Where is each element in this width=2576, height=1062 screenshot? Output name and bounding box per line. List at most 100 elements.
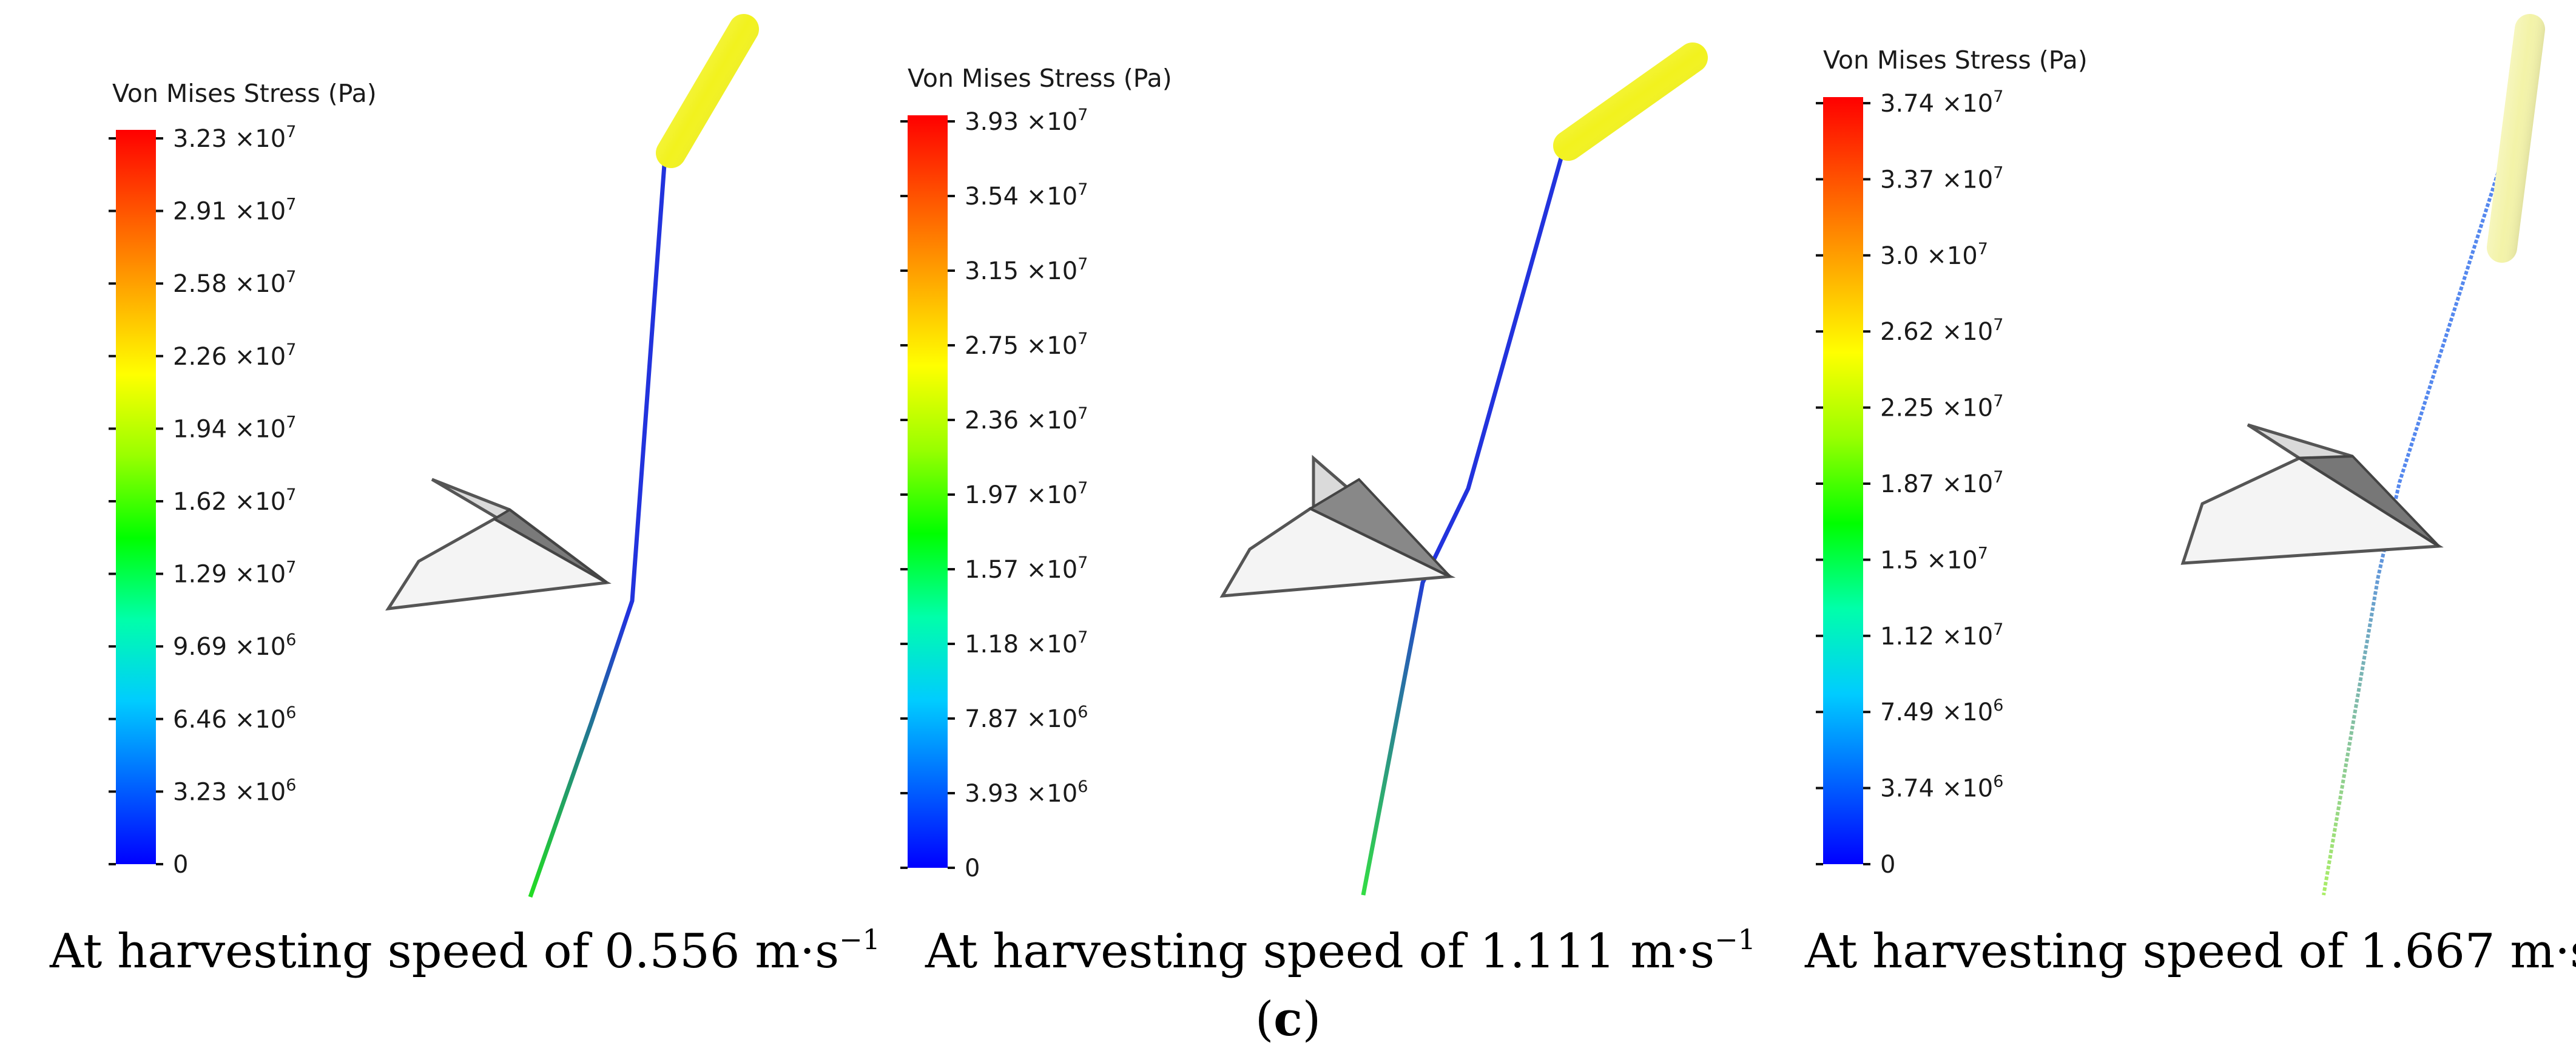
tick-exponent: 7 bbox=[286, 123, 296, 141]
tick-mantissa: 3.23 ×10 bbox=[173, 778, 286, 806]
tick-exponent: 7 bbox=[1993, 87, 2003, 106]
tick-mantissa: 1.12 ×10 bbox=[1880, 623, 1993, 651]
colorbar-tick-label: 1.87 ×107 bbox=[1880, 468, 2003, 498]
colorbar-tick-label: 1.5 ×107 bbox=[1880, 544, 1988, 574]
colorbar-tick-label: 2.26 ×107 bbox=[173, 340, 296, 371]
tick-exponent: 6 bbox=[1077, 777, 1088, 796]
tick-exponent: 7 bbox=[286, 558, 296, 577]
colorbar-tick-label: 3.54 ×107 bbox=[965, 180, 1088, 211]
tick-exponent: 6 bbox=[286, 631, 296, 649]
tick-exponent: 6 bbox=[1993, 773, 2003, 791]
tick-mantissa: 2.75 ×10 bbox=[965, 332, 1077, 360]
colorbar-tick-label: 0 bbox=[173, 851, 188, 879]
tick-mantissa: 3.74 ×10 bbox=[1880, 775, 1993, 803]
tick-exponent: 7 bbox=[1077, 330, 1088, 348]
tick-mantissa: 6.46 ×10 bbox=[173, 706, 286, 734]
tick-exponent: 6 bbox=[1993, 696, 2003, 715]
colorbar-tick-label: 3.74 ×107 bbox=[1880, 87, 2003, 118]
legend-title: Von Mises Stress (Pa) bbox=[1823, 46, 2088, 75]
tick-exponent: 7 bbox=[286, 195, 296, 214]
blade-shadow-face bbox=[2295, 455, 2440, 547]
colorbar-tick-label: 2.25 ×107 bbox=[1880, 392, 2003, 422]
tick-mantissa: 1.18 ×10 bbox=[965, 631, 1077, 658]
tick-mantissa: 7.49 ×10 bbox=[1880, 698, 1993, 726]
tick-mantissa: 3.15 ×10 bbox=[965, 257, 1077, 285]
tick-exponent: 7 bbox=[1978, 544, 1988, 563]
tick-mantissa: 3.93 ×10 bbox=[965, 108, 1077, 136]
panel-2-caption: At harvesting speed of 1.111 m·s−1 bbox=[925, 923, 1756, 979]
plant-stem bbox=[528, 156, 667, 898]
tick-mantissa: 2.36 ×10 bbox=[965, 407, 1077, 435]
tick-exponent: 6 bbox=[1077, 703, 1088, 722]
colorbar-tick-label: 2.36 ×107 bbox=[965, 404, 1088, 435]
tick-exponent: 7 bbox=[1993, 163, 2003, 182]
colorbar-tick-label: 2.91 ×107 bbox=[173, 195, 296, 226]
tick-exponent: 7 bbox=[1993, 468, 2003, 487]
tick-exponent: 7 bbox=[286, 413, 296, 431]
tick-exponent: 7 bbox=[1993, 316, 2003, 334]
panel-1-model bbox=[385, 14, 759, 898]
tick-exponent: 7 bbox=[1077, 255, 1088, 274]
caption-superscript: −1 bbox=[1715, 923, 1756, 956]
tick-mantissa: 3.37 ×10 bbox=[1880, 166, 1993, 194]
panel-2-model bbox=[1219, 42, 1708, 896]
colorbar-tick-label: 9.69 ×106 bbox=[173, 631, 296, 661]
tick-exponent: 7 bbox=[1993, 620, 2003, 639]
figure-label-open: ( bbox=[1255, 992, 1273, 1047]
colorbar-tick-label: 7.87 ×106 bbox=[965, 703, 1088, 733]
colorbar-tick-label: 3.23 ×107 bbox=[173, 123, 296, 153]
figure-label-close: ) bbox=[1303, 992, 1321, 1047]
figure-label-letter: c bbox=[1273, 992, 1303, 1047]
colorbar-tick-label: 3.0 ×107 bbox=[1880, 240, 1988, 270]
caption-text: At harvesting speed of 1.111 m·s bbox=[925, 924, 1715, 979]
colorbar-tick-label: 3.93 ×106 bbox=[965, 777, 1088, 808]
tick-exponent: 7 bbox=[1077, 628, 1088, 647]
tick-mantissa: 1.87 ×10 bbox=[1880, 470, 1993, 498]
tick-mantissa: 2.26 ×10 bbox=[173, 343, 286, 371]
blade-shape bbox=[385, 478, 612, 611]
tick-exponent: 7 bbox=[1077, 106, 1088, 124]
colorbar-tick-label: 0 bbox=[965, 854, 980, 882]
tick-exponent: 7 bbox=[1077, 180, 1088, 199]
blade-shadow-face bbox=[1307, 478, 1451, 578]
tick-mantissa: 2.62 ×10 bbox=[1880, 318, 1993, 346]
cutter-cylinder bbox=[656, 14, 759, 168]
colorbar-tick-label: 6.46 ×106 bbox=[173, 703, 296, 734]
plant-stem bbox=[1361, 147, 1566, 896]
cylinder-shade bbox=[656, 14, 759, 168]
tick-mantissa: 1.97 ×10 bbox=[965, 481, 1077, 509]
tick-mantissa: 1.29 ×10 bbox=[173, 561, 286, 589]
tick-mantissa: 3.93 ×10 bbox=[965, 780, 1077, 808]
cutter-cylinder bbox=[2487, 14, 2545, 263]
tick-exponent: 7 bbox=[286, 485, 296, 504]
tick-mantissa: 1.57 ×10 bbox=[965, 556, 1077, 584]
cutter-cylinder bbox=[1553, 42, 1708, 161]
tick-mantissa: 1.5 ×10 bbox=[1880, 546, 1978, 574]
colorbar-tick-label: 1.57 ×107 bbox=[965, 553, 1088, 584]
tick-mantissa: 3.74 ×10 bbox=[1880, 90, 1993, 118]
colorbar-tick-label: 1.18 ×107 bbox=[965, 628, 1088, 658]
colorbar-tick-label: 3.93 ×107 bbox=[965, 106, 1088, 136]
colorbar-tick-label: 1.12 ×107 bbox=[1880, 620, 2003, 651]
tick-exponent: 7 bbox=[1077, 553, 1088, 572]
tick-exponent: 7 bbox=[1077, 404, 1088, 423]
tick-mantissa: 2.25 ×10 bbox=[1880, 394, 1993, 422]
colorbar-tick-label: 3.74 ×106 bbox=[1880, 773, 2003, 803]
panel-1-caption: At harvesting speed of 0.556 m·s−1 bbox=[49, 923, 880, 979]
tick-exponent: 7 bbox=[1978, 240, 1988, 259]
blade-shape bbox=[2180, 423, 2444, 565]
tick-mantissa: 9.69 ×10 bbox=[173, 633, 286, 661]
caption-superscript: −1 bbox=[839, 923, 880, 956]
tick-exponent: 6 bbox=[286, 776, 296, 794]
tick-mantissa: 0 bbox=[965, 854, 980, 882]
tick-mantissa: 3.0 ×10 bbox=[1880, 242, 1978, 270]
tick-exponent: 7 bbox=[286, 268, 296, 286]
